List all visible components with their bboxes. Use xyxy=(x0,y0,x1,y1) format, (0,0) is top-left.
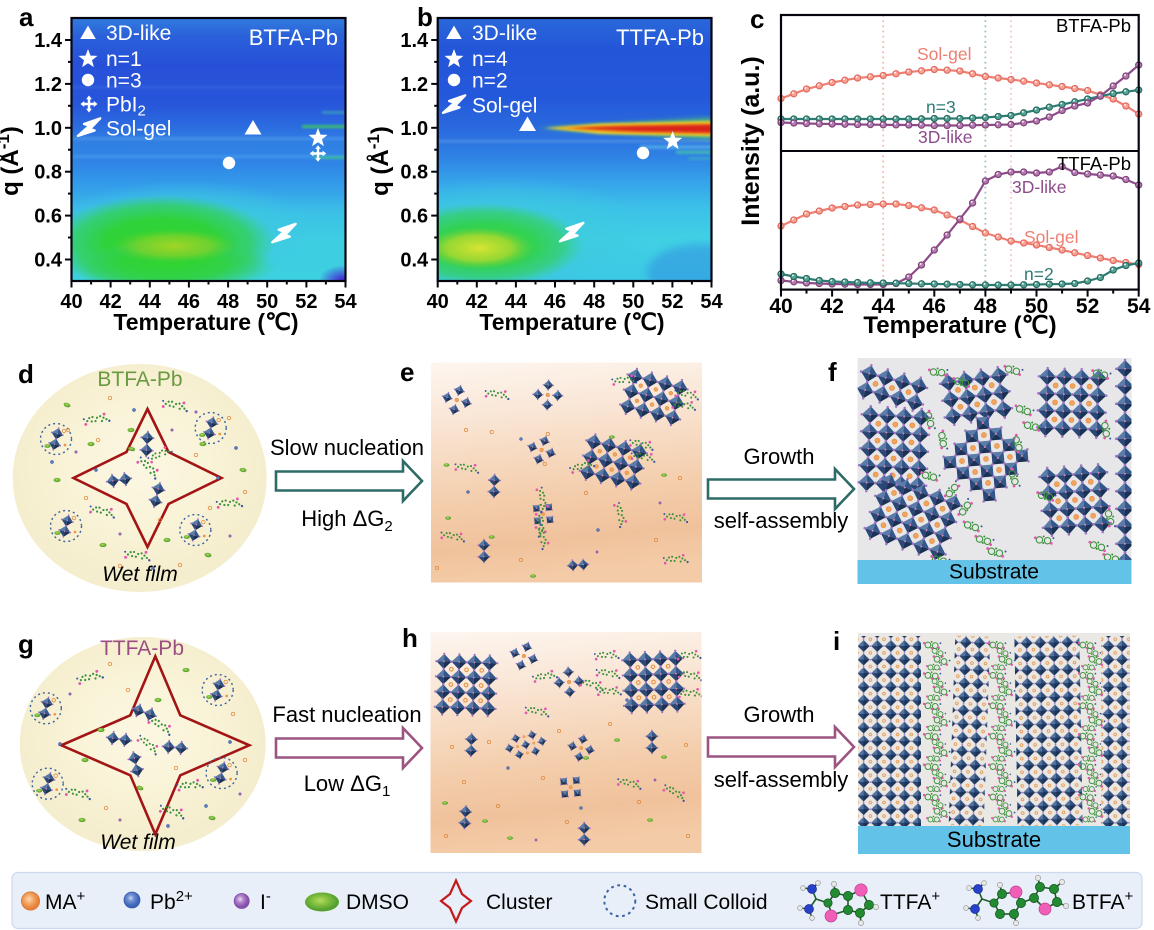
svg-text:b: b xyxy=(417,2,433,32)
svg-text:Temperature (℃): Temperature (℃) xyxy=(479,309,664,335)
svg-text:Substrate: Substrate xyxy=(949,561,1039,584)
svg-text:52: 52 xyxy=(1076,295,1099,318)
svg-text:46: 46 xyxy=(544,291,566,313)
svg-text:n=2: n=2 xyxy=(472,70,508,93)
svg-text:1.0: 1.0 xyxy=(400,118,428,140)
svg-text:g: g xyxy=(18,629,34,659)
svg-text:1.2: 1.2 xyxy=(34,74,62,96)
svg-text:0.8: 0.8 xyxy=(34,162,62,184)
svg-text:54: 54 xyxy=(700,291,723,313)
svg-text:3D-like: 3D-like xyxy=(472,22,537,45)
svg-text:48: 48 xyxy=(583,291,605,313)
svg-text:46: 46 xyxy=(923,295,946,318)
svg-text:DMSO: DMSO xyxy=(346,891,409,914)
svg-text:48: 48 xyxy=(217,291,239,313)
svg-text:3D-like: 3D-like xyxy=(918,127,972,147)
svg-text:46: 46 xyxy=(178,291,200,313)
svg-text:54: 54 xyxy=(334,291,357,313)
svg-text:40: 40 xyxy=(427,291,449,313)
svg-text:BTFA+: BTFA+ xyxy=(1072,888,1134,915)
svg-text:n=1: n=1 xyxy=(106,48,142,71)
svg-text:self-assembly: self-assembly xyxy=(714,508,848,533)
svg-text:TTFA-Pb: TTFA-Pb xyxy=(616,25,704,50)
svg-text:c: c xyxy=(750,4,764,34)
svg-text:0.6: 0.6 xyxy=(400,206,428,228)
svg-text:TTFA+: TTFA+ xyxy=(880,888,940,915)
svg-text:1.4: 1.4 xyxy=(400,30,429,52)
svg-text:54: 54 xyxy=(1127,295,1151,318)
svg-text:BTFA-Pb: BTFA-Pb xyxy=(249,25,338,50)
svg-text:Wet film: Wet film xyxy=(100,831,175,854)
svg-text:40: 40 xyxy=(60,291,82,313)
svg-text:0.4: 0.4 xyxy=(34,249,63,271)
svg-text:BTFA-Pb: BTFA-Pb xyxy=(97,368,182,391)
svg-text:n=3: n=3 xyxy=(926,97,956,117)
svg-text:self-assembly: self-assembly xyxy=(714,767,848,792)
svg-text:1.0: 1.0 xyxy=(34,118,62,140)
svg-text:1.2: 1.2 xyxy=(400,74,428,96)
svg-text:42: 42 xyxy=(820,295,843,318)
svg-text:Sol-gel: Sol-gel xyxy=(106,118,171,141)
svg-text:42: 42 xyxy=(99,291,121,313)
svg-text:Growth: Growth xyxy=(744,444,815,469)
svg-text:TTFA-Pb: TTFA-Pb xyxy=(100,637,184,660)
svg-text:d: d xyxy=(18,359,34,389)
svg-text:44: 44 xyxy=(872,295,896,318)
svg-text:n=2: n=2 xyxy=(1024,264,1054,284)
svg-text:1.4: 1.4 xyxy=(34,30,63,52)
svg-text:44: 44 xyxy=(139,291,162,313)
svg-text:n=3: n=3 xyxy=(106,70,142,93)
svg-text:50: 50 xyxy=(1025,295,1048,318)
svg-text:Wet film: Wet film xyxy=(102,563,177,586)
svg-text:TTFA-Pb: TTFA-Pb xyxy=(1057,153,1131,174)
svg-text:Growth: Growth xyxy=(744,702,815,727)
svg-text:50: 50 xyxy=(622,291,644,313)
svg-text:i: i xyxy=(833,626,840,656)
svg-text:I-: I- xyxy=(260,888,271,915)
svg-text:Small Colloid: Small Colloid xyxy=(645,891,768,914)
svg-text:Temperature (℃): Temperature (℃) xyxy=(113,309,298,335)
svg-text:50: 50 xyxy=(256,291,278,313)
svg-text:High ΔG2: High ΔG2 xyxy=(301,506,393,535)
svg-text:Substrate: Substrate xyxy=(947,827,1041,852)
svg-text:3D-like: 3D-like xyxy=(1012,177,1066,197)
svg-text:42: 42 xyxy=(466,291,488,313)
svg-text:Sol-gel: Sol-gel xyxy=(472,95,537,118)
svg-text:a: a xyxy=(19,2,34,32)
svg-text:n=4: n=4 xyxy=(472,48,508,71)
svg-text:Cluster: Cluster xyxy=(486,891,553,914)
svg-text:Sol-gel: Sol-gel xyxy=(917,44,971,64)
svg-text:h: h xyxy=(402,623,418,653)
svg-text:Temperature (℃): Temperature (℃) xyxy=(863,312,1056,339)
svg-text:40: 40 xyxy=(769,295,792,318)
svg-text:Slow nucleation: Slow nucleation xyxy=(270,435,424,460)
svg-text:0.6: 0.6 xyxy=(34,206,62,228)
svg-text:Low ΔG1: Low ΔG1 xyxy=(304,771,391,800)
svg-text:44: 44 xyxy=(505,291,528,313)
svg-text:Fast nucleation: Fast nucleation xyxy=(272,702,421,727)
svg-text:3D-like: 3D-like xyxy=(106,22,171,45)
svg-text:Intensity (a.u.): Intensity (a.u.) xyxy=(737,56,765,225)
svg-text:q (Å-1): q (Å-1) xyxy=(0,126,24,196)
svg-text:52: 52 xyxy=(295,291,317,313)
svg-text:BTFA-Pb: BTFA-Pb xyxy=(1056,15,1131,36)
svg-text:0.8: 0.8 xyxy=(400,162,428,184)
svg-text:q (Å-1): q (Å-1) xyxy=(364,126,395,196)
svg-text:52: 52 xyxy=(661,291,683,313)
svg-text:48: 48 xyxy=(974,295,998,318)
svg-text:0.4: 0.4 xyxy=(400,249,429,271)
svg-text:f: f xyxy=(828,357,837,387)
svg-text:Sol-gel: Sol-gel xyxy=(1024,227,1078,247)
svg-text:e: e xyxy=(400,357,414,387)
